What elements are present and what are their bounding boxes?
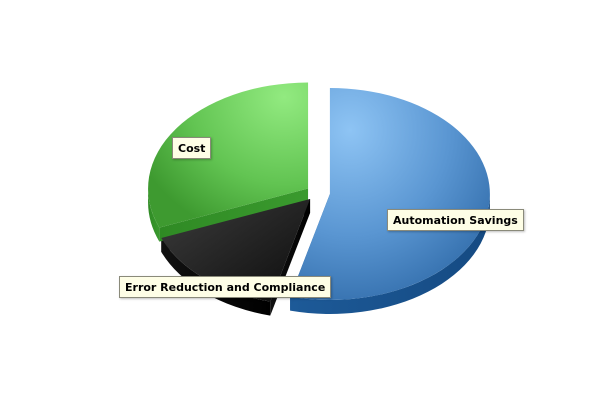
slice-automation-savings[interactable] xyxy=(290,87,490,300)
slice-cost-side xyxy=(148,188,160,242)
slice-cost[interactable] xyxy=(148,82,309,228)
slice-error-reduction[interactable] xyxy=(161,198,311,302)
slice-label-cost: Cost xyxy=(172,137,212,159)
slice-automation-savings-side xyxy=(290,193,490,314)
pie-tops xyxy=(148,82,490,302)
slice-label-error-reduction: Error Reduction and Compliance xyxy=(119,276,332,298)
slice-cost-face xyxy=(159,188,309,242)
slice-label-automation-savings: Automation Savings xyxy=(387,209,524,231)
